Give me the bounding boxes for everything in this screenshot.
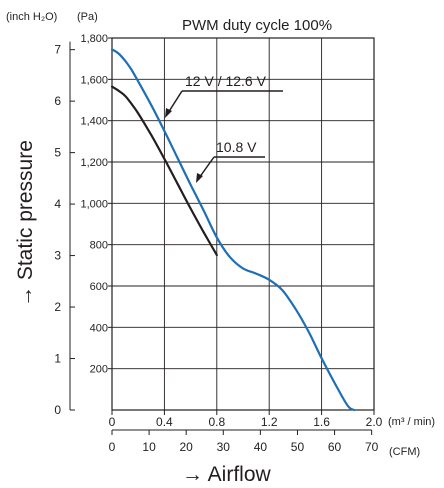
y-axis-title: → Static pressure — [14, 140, 37, 307]
x-tick-label-secondary: 60 — [328, 440, 342, 454]
chart-title: PWM duty cycle 100% — [182, 17, 332, 34]
x-tick-label-secondary: 30 — [217, 440, 231, 454]
x-tick-label-primary: 1.6 — [313, 415, 330, 429]
y-tick-label-secondary: 0 — [54, 403, 61, 417]
x-tick-label-primary: 2.0 — [366, 415, 383, 429]
plot-area — [111, 37, 375, 411]
x-tick-label-secondary: 10 — [142, 440, 156, 454]
y-tick-label-secondary: 6 — [54, 94, 61, 108]
y-unit-primary: (Pa) — [77, 11, 98, 23]
y-tick-label-primary: 1,000 — [80, 198, 108, 210]
y-tick-label-primary: 1,600 — [80, 74, 108, 86]
series-line-10.8v — [110, 85, 218, 257]
y-tick-label-secondary: 4 — [54, 197, 61, 211]
x-tick-label-secondary: 50 — [291, 440, 305, 454]
annotation-10.8v-label: 10.8 V — [216, 139, 257, 155]
series-layer — [110, 48, 356, 412]
y-tick-label-secondary: 1 — [54, 352, 61, 366]
y-tick-label-primary: 1,200 — [80, 157, 108, 169]
y-tick-label-secondary: 7 — [54, 43, 61, 57]
y-tick-label-primary: 1,400 — [80, 116, 108, 128]
x-tick-label-primary: 0 — [109, 415, 116, 429]
x-tick-label-primary: 0.4 — [156, 415, 173, 429]
x-tick-label-secondary: 20 — [180, 440, 194, 454]
x-tick-label-secondary: 40 — [254, 440, 268, 454]
annotation-12v-label: 12 V / 12.6 V — [185, 73, 267, 89]
annotation-12v-leader — [167, 90, 183, 114]
axes: 0 0.4 0.8 1.2 1.6 2.0 1,800 1,600 1,400 1,200 1,00… — [54, 33, 382, 454]
series-line-12v — [110, 48, 356, 412]
x-tick-label-primary: 0.8 — [208, 415, 225, 429]
y-tick-label-primary: 400 — [90, 322, 108, 334]
annotation-10.8v-leader — [198, 156, 215, 179]
y-unit-secondary: (inch H₂O) — [6, 11, 57, 23]
y-tick-label-primary: 1,800 — [80, 33, 108, 45]
y-tick-label-secondary: 2 — [54, 300, 61, 314]
annotation-12v: 12 V / 12.6 V — [165, 73, 283, 118]
x-axis-title: → Airflow — [182, 463, 272, 486]
y-tick-label-primary: 200 — [90, 364, 108, 376]
y-tick-label-secondary: 3 — [54, 249, 61, 263]
annotation-10.8v: 10.8 V — [196, 139, 265, 183]
annotation-12v-arrowhead — [165, 108, 172, 118]
y-tick-label-primary: 800 — [90, 240, 108, 252]
annotation-10.8v-arrowhead — [196, 173, 203, 183]
y-tick-label-secondary: 5 — [54, 146, 61, 160]
x-tick-label-secondary: 0 — [109, 440, 116, 454]
grid-lines — [112, 38, 374, 410]
x-unit-secondary: (CFM) — [389, 446, 420, 458]
y-tick-label-primary: 600 — [90, 281, 108, 293]
x-unit-primary: (m³ / min) — [388, 416, 435, 428]
x-tick-label-secondary: 70 — [365, 440, 379, 454]
x-tick-label-primary: 1.2 — [261, 415, 278, 429]
